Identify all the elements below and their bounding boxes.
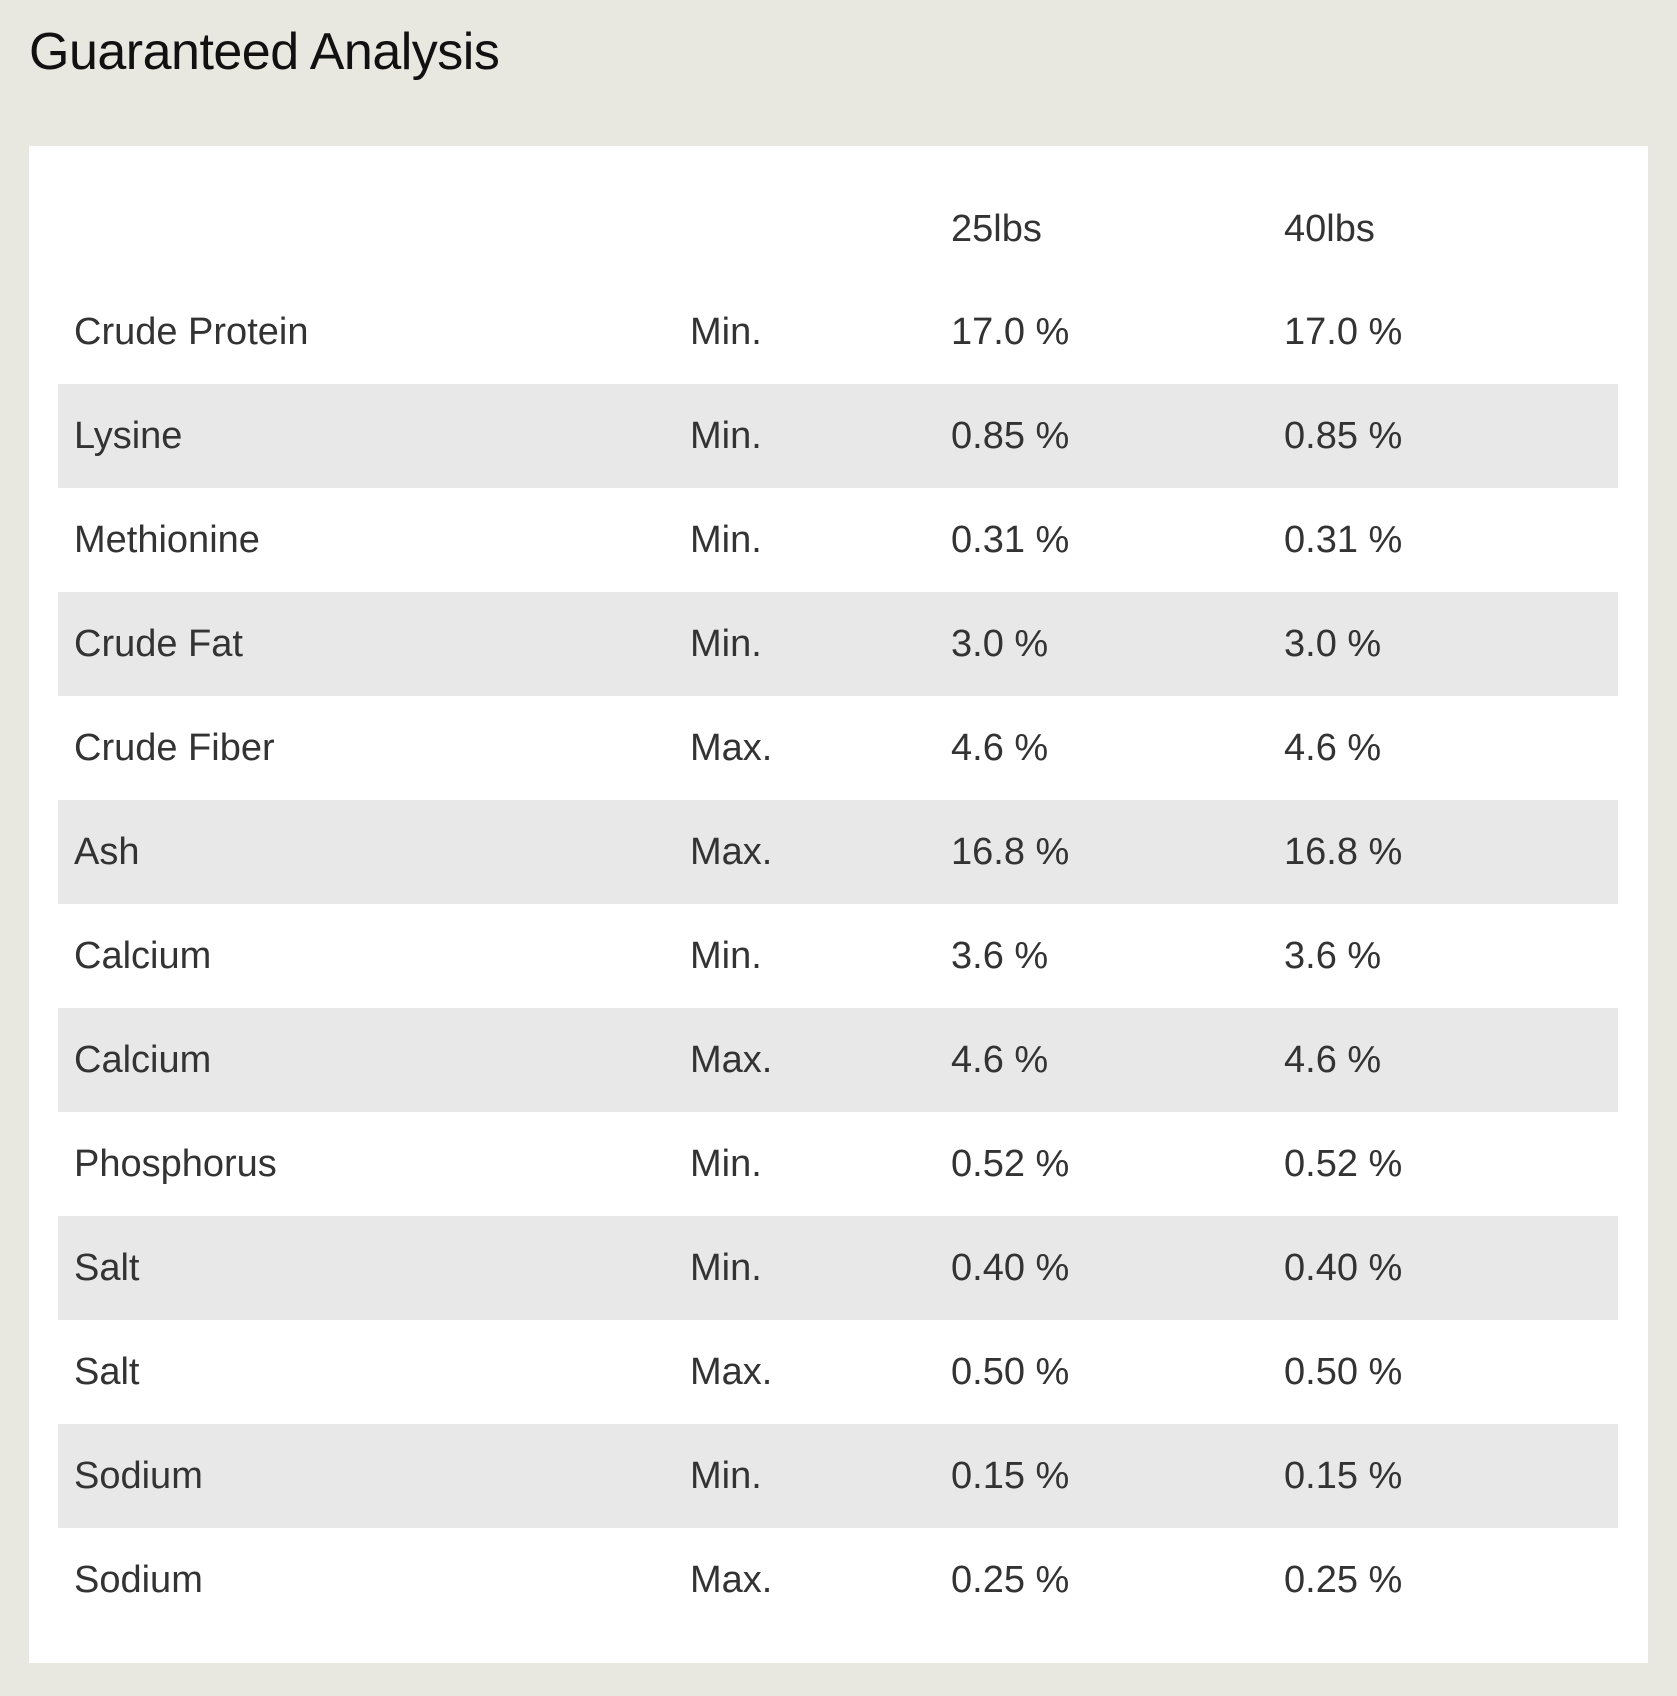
- nutrient-cell: Sodium: [74, 1454, 203, 1497]
- qualifier-cell: Min.: [690, 622, 762, 665]
- table-row: Phosphorus Min. 0.52 % 0.52 %: [58, 1112, 1618, 1216]
- qualifier-cell: Min.: [690, 518, 762, 561]
- nutrient-cell: Ash: [74, 830, 140, 873]
- nutrient-cell: Crude Protein: [74, 310, 309, 353]
- table-row: Salt Min. 0.40 % 0.40 %: [58, 1216, 1618, 1320]
- value-25lbs-cell: 16.8 %: [951, 830, 1070, 873]
- qualifier-cell: Max.: [690, 726, 773, 769]
- qualifier-cell: Min.: [690, 934, 762, 977]
- value-40lbs-cell: 3.6 %: [1284, 934, 1382, 977]
- table-row: Methionine Min. 0.31 % 0.31 %: [58, 488, 1618, 592]
- value-25lbs-cell: 0.40 %: [951, 1246, 1070, 1289]
- value-40lbs-cell: 0.40 %: [1284, 1246, 1403, 1289]
- value-40lbs-cell: 0.15 %: [1284, 1454, 1403, 1497]
- table-row: Crude Fat Min. 3.0 % 3.0 %: [58, 592, 1618, 696]
- nutrient-cell: Crude Fiber: [74, 726, 275, 769]
- value-25lbs-cell: 0.25 %: [951, 1558, 1070, 1601]
- table-row: Lysine Min. 0.85 % 0.85 %: [58, 384, 1618, 488]
- qualifier-cell: Min.: [690, 1142, 762, 1185]
- value-40lbs-cell: 3.0 %: [1284, 622, 1382, 665]
- value-40lbs-cell: 0.52 %: [1284, 1142, 1403, 1185]
- nutrient-cell: Methionine: [74, 518, 260, 561]
- value-25lbs-cell: 4.6 %: [951, 726, 1049, 769]
- value-25lbs-cell: 0.85 %: [951, 414, 1070, 457]
- table-row: Crude Fiber Max. 4.6 % 4.6 %: [58, 696, 1618, 800]
- value-25lbs-cell: 0.50 %: [951, 1350, 1070, 1393]
- value-25lbs-cell: 0.15 %: [951, 1454, 1070, 1497]
- qualifier-cell: Min.: [690, 310, 762, 353]
- value-25lbs-cell: 3.6 %: [951, 934, 1049, 977]
- nutrient-cell: Sodium: [74, 1558, 203, 1601]
- value-40lbs-cell: 16.8 %: [1284, 830, 1403, 873]
- table-row: Salt Max. 0.50 % 0.50 %: [58, 1320, 1618, 1424]
- qualifier-cell: Min.: [690, 1454, 762, 1497]
- value-40lbs-cell: 4.6 %: [1284, 1038, 1382, 1081]
- nutrient-cell: Calcium: [74, 934, 212, 977]
- nutrient-cell: Salt: [74, 1350, 140, 1393]
- table-row: Sodium Min. 0.15 % 0.15 %: [58, 1424, 1618, 1528]
- qualifier-cell: Max.: [690, 1558, 773, 1601]
- header-qualifier: [690, 178, 951, 280]
- value-25lbs-cell: 0.52 %: [951, 1142, 1070, 1185]
- qualifier-cell: Min.: [690, 414, 762, 457]
- value-25lbs-cell: 17.0 %: [951, 310, 1070, 353]
- qualifier-cell: Max.: [690, 1038, 773, 1081]
- value-40lbs-cell: 0.50 %: [1284, 1350, 1403, 1393]
- nutrient-cell: Salt: [74, 1246, 140, 1289]
- qualifier-cell: Max.: [690, 830, 773, 873]
- header-40lbs: 40lbs: [1284, 207, 1375, 250]
- guaranteed-analysis-table: 25lbs 40lbs Crude Protein Min. 17.0 % 17.0 …: [58, 178, 1618, 1632]
- header-nutrient: [58, 178, 690, 280]
- table-row: Crude Protein Min. 17.0 % 17.0 %: [58, 280, 1618, 384]
- page-title: Guaranteed Analysis: [29, 23, 500, 81]
- table-row: Calcium Max. 4.6 % 4.6 %: [58, 1008, 1618, 1112]
- nutrient-cell: Crude Fat: [74, 622, 243, 665]
- qualifier-cell: Max.: [690, 1350, 773, 1393]
- table-row: Sodium Max. 0.25 % 0.25 %: [58, 1528, 1618, 1632]
- value-40lbs-cell: 0.85 %: [1284, 414, 1403, 457]
- qualifier-cell: Min.: [690, 1246, 762, 1289]
- value-40lbs-cell: 4.6 %: [1284, 726, 1382, 769]
- nutrient-cell: Lysine: [74, 414, 183, 457]
- table-row: Ash Max. 16.8 % 16.8 %: [58, 800, 1618, 904]
- value-40lbs-cell: 17.0 %: [1284, 310, 1403, 353]
- value-40lbs-cell: 0.31 %: [1284, 518, 1403, 561]
- value-25lbs-cell: 0.31 %: [951, 518, 1070, 561]
- nutrient-cell: Phosphorus: [74, 1142, 277, 1185]
- value-25lbs-cell: 4.6 %: [951, 1038, 1049, 1081]
- table-row: Calcium Min. 3.6 % 3.6 %: [58, 904, 1618, 1008]
- nutrient-cell: Calcium: [74, 1038, 212, 1081]
- table-header-row: 25lbs 40lbs: [58, 178, 1618, 280]
- header-25lbs: 25lbs: [951, 207, 1042, 250]
- value-40lbs-cell: 0.25 %: [1284, 1558, 1403, 1601]
- value-25lbs-cell: 3.0 %: [951, 622, 1049, 665]
- analysis-card: 25lbs 40lbs Crude Protein Min. 17.0 % 17.0 …: [29, 146, 1648, 1663]
